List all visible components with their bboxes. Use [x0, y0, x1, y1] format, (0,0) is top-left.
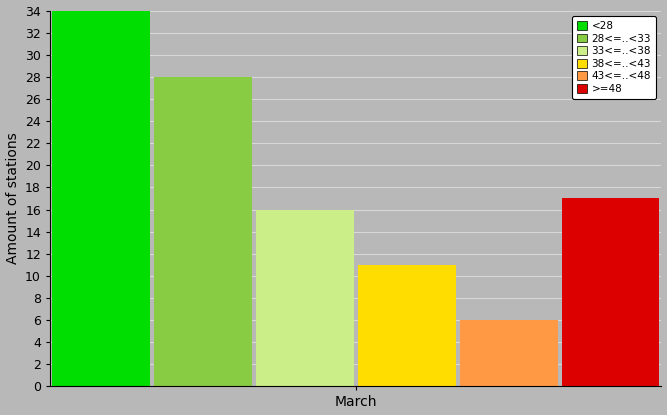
- Y-axis label: Amount of stations: Amount of stations: [5, 133, 19, 264]
- Bar: [562, 198, 660, 386]
- Bar: [358, 265, 456, 386]
- Bar: [154, 77, 251, 386]
- Bar: [52, 10, 150, 386]
- Bar: [256, 210, 354, 386]
- Legend: <28, 28<=..<33, 33<=..<38, 38<=..<43, 43<=..<48, >=48: <28, 28<=..<33, 33<=..<38, 38<=..<43, 43…: [572, 16, 656, 99]
- Bar: [460, 320, 558, 386]
